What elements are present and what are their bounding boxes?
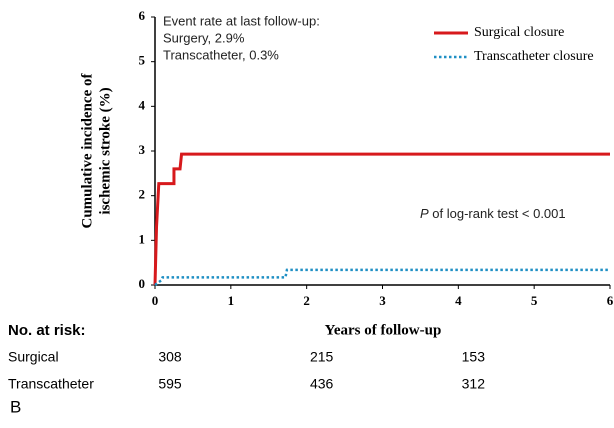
x-axis-label: Years of follow-up: [325, 322, 442, 338]
risk-count: 308: [158, 349, 182, 365]
p-symbol: P: [420, 206, 429, 221]
annotation: Event rate at last follow-up:: [163, 13, 320, 28]
x-tick-label: 4: [455, 293, 462, 308]
y-axis-label: Cumulative incidence of: [79, 73, 95, 229]
x-tick-label: 5: [531, 293, 538, 308]
y-tick-label: 2: [139, 187, 146, 202]
y-tick-label: 4: [139, 97, 146, 112]
risk-row-label: Transcatheter: [8, 376, 94, 392]
y-axis-label: ischemic stroke (%): [97, 87, 113, 214]
x-tick-label: 6: [607, 293, 614, 308]
y-tick-label: 1: [139, 231, 146, 246]
series-line: [153, 152, 610, 286]
risk-count: 595: [158, 376, 182, 392]
legend-label: Transcatheter closure: [474, 49, 594, 64]
series-line: [154, 268, 610, 287]
p-text: of log-rank test < 0.001: [429, 206, 566, 221]
y-tick-label: 0: [139, 276, 146, 291]
y-tick-label: 5: [139, 53, 146, 68]
risk-count: 153: [462, 349, 486, 365]
x-tick-label: 0: [152, 293, 159, 308]
risk-row-label: Surgical: [8, 349, 59, 365]
legend-label: Surgical closure: [474, 25, 564, 40]
annotation: Surgery, 2.9%: [163, 30, 245, 45]
p-annotation: P of log-rank test < 0.001: [420, 206, 566, 221]
x-tick-label: 3: [379, 293, 386, 308]
risk-table-title: No. at risk:: [8, 322, 86, 339]
risk-count: 312: [462, 376, 486, 392]
y-tick-label: 6: [139, 8, 146, 23]
panel-label: B: [10, 397, 21, 416]
risk-count: 215: [310, 349, 334, 365]
y-tick-label: 3: [139, 142, 146, 157]
risk-count: 436: [310, 376, 334, 392]
annotation: Transcatheter, 0.3%: [163, 47, 279, 62]
x-tick-label: 1: [228, 293, 235, 308]
x-tick-label: 2: [303, 293, 310, 308]
